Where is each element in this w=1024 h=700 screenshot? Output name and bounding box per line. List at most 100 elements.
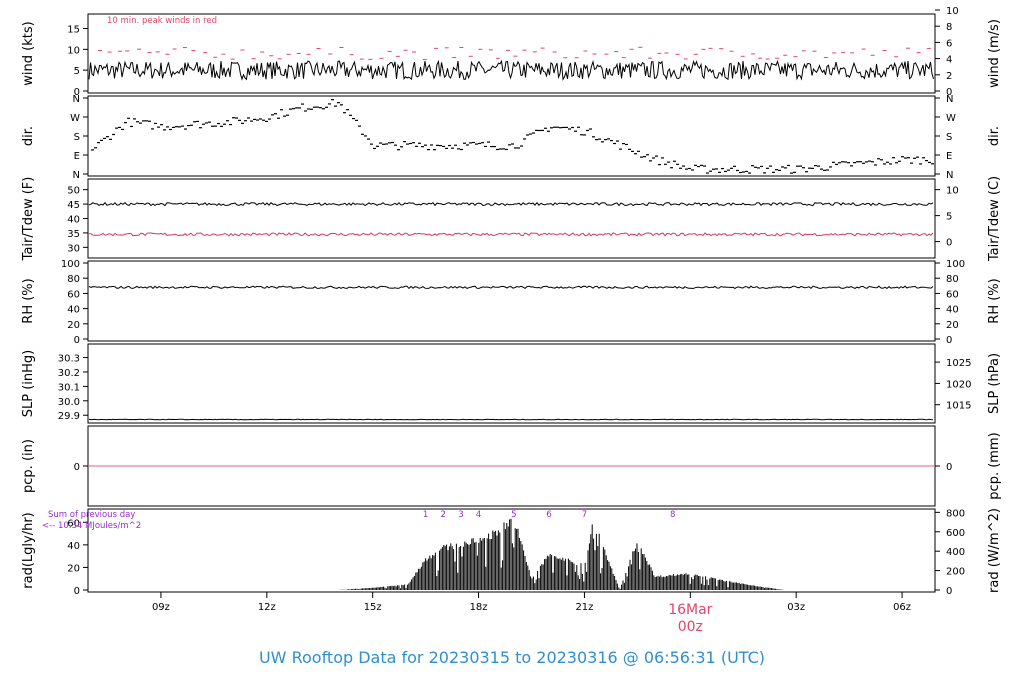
ylabel-right-rh: RH (%) bbox=[987, 278, 1002, 323]
ytick-right-label-slp: 1015 bbox=[946, 401, 971, 412]
rad-note-1: Sum of previous day bbox=[48, 510, 135, 520]
ytick-right-label-rad: 800 bbox=[946, 508, 965, 519]
xtick-label: 03z bbox=[787, 602, 805, 613]
ytick-label-rh: 20 bbox=[67, 320, 80, 331]
ytick-right-label-wind: 6 bbox=[946, 38, 952, 49]
ylabel-right-dir: dir. bbox=[987, 126, 1002, 146]
ytick-right-label-rh: 80 bbox=[946, 274, 959, 285]
ytick-right-label-dir: S bbox=[946, 132, 952, 143]
rad-number: 6 bbox=[546, 510, 551, 520]
ytick-label-temp: 50 bbox=[67, 186, 80, 197]
ytick-label-slp: 30.1 bbox=[58, 382, 80, 393]
ytick-label-temp: 45 bbox=[67, 200, 80, 211]
ytick-label-slp: 30.0 bbox=[58, 397, 80, 408]
ylabel-temp: Tair/Tdew (F) bbox=[21, 177, 36, 262]
ylabel-dir: dir. bbox=[21, 126, 36, 146]
xtick-label: 12z bbox=[258, 602, 276, 613]
rad-number: 8 bbox=[670, 510, 675, 520]
ytick-label-rad: 60 bbox=[67, 518, 80, 529]
ytick-label-dir: S bbox=[74, 132, 80, 143]
panel-frame-rh bbox=[87, 260, 936, 342]
panel-frame-dir bbox=[87, 95, 936, 177]
ytick-right-label-rh: 20 bbox=[946, 320, 959, 331]
ytick-label-rh: 80 bbox=[67, 274, 80, 285]
rh-line bbox=[88, 285, 934, 290]
ytick-right-label-wind: 2 bbox=[946, 71, 952, 82]
ytick-label-slp: 29.9 bbox=[58, 411, 80, 422]
ytick-right-label-dir: N bbox=[946, 94, 953, 105]
xtick-label: 15z bbox=[364, 602, 382, 613]
ytick-label-temp: 30 bbox=[67, 243, 80, 254]
ytick-label-rad: 20 bbox=[67, 563, 80, 574]
tair-line bbox=[88, 201, 934, 207]
ytick-label-temp: 40 bbox=[67, 215, 80, 226]
ylabel-slp: SLP (inHg) bbox=[21, 350, 36, 418]
rad-number: 1 bbox=[423, 510, 428, 520]
xtick-label: 18z bbox=[470, 602, 488, 613]
ylabel-right-temp: Tair/Tdew (C) bbox=[987, 176, 1002, 262]
ytick-right-label-rad: 200 bbox=[946, 567, 965, 578]
ytick-label-slp: 30.2 bbox=[58, 368, 80, 379]
ytick-right-label-slp: 1025 bbox=[946, 358, 971, 369]
xtick-label: 06z bbox=[893, 602, 911, 613]
ylabel-right-rad: rad (W/m^2) bbox=[987, 508, 1002, 593]
ylabel-pcp: pcp. (in) bbox=[21, 439, 36, 493]
ylabel-right-wind: wind (m/s) bbox=[987, 19, 1002, 88]
rad-number: 4 bbox=[476, 510, 481, 520]
ytick-label-rad: 0 bbox=[74, 586, 80, 597]
ytick-right-label-wind: 0 bbox=[946, 87, 952, 98]
ytick-label-wind: 0 bbox=[74, 87, 80, 98]
ytick-right-label-rh: 60 bbox=[946, 289, 959, 300]
rad-number: 2 bbox=[441, 510, 446, 520]
ytick-right-label-rad: 0 bbox=[946, 586, 952, 597]
ytick-right-label-temp: 5 bbox=[946, 212, 952, 223]
ylabel-wind: wind (kts) bbox=[21, 21, 36, 85]
xtick-label: 21z bbox=[575, 602, 593, 613]
ytick-label-rh: 100 bbox=[61, 259, 80, 270]
ytick-label-dir: N bbox=[73, 170, 80, 181]
footer-title: UW Rooftop Data for 20230315 to 20230316… bbox=[258, 648, 766, 667]
ytick-right-label-temp: 0 bbox=[946, 238, 952, 249]
ytick-right-label-rad: 600 bbox=[946, 528, 965, 539]
panel-frame-temp bbox=[87, 178, 936, 259]
ytick-right-label-rad: 400 bbox=[946, 547, 965, 558]
tdew-line bbox=[89, 232, 934, 237]
xtick-label: 09z bbox=[152, 602, 170, 613]
panel-frame-slp bbox=[87, 343, 936, 424]
ytick-label-dir: W bbox=[70, 113, 80, 124]
ytick-right-label-rh: 100 bbox=[946, 259, 965, 270]
ytick-label-wind: 10 bbox=[67, 45, 80, 56]
ytick-right-label-slp: 1020 bbox=[946, 379, 971, 390]
ytick-label-rad: 40 bbox=[67, 541, 80, 552]
slp-line bbox=[88, 418, 934, 421]
ytick-right-label-rh: 40 bbox=[946, 305, 959, 316]
ylabel-right-slp: SLP (hPa) bbox=[987, 353, 1002, 414]
ytick-label-dir: N bbox=[73, 94, 80, 105]
panel-frame-wind bbox=[87, 13, 936, 94]
ytick-label-wind: 5 bbox=[74, 66, 80, 77]
ylabel-rad: rad(Lgly/hr) bbox=[21, 512, 36, 588]
rad-number: 3 bbox=[458, 510, 463, 520]
ytick-label-rh: 40 bbox=[67, 305, 80, 316]
ylabel-right-pcp: pcp. (mm) bbox=[987, 432, 1002, 499]
ytick-right-label-wind: 8 bbox=[946, 22, 952, 33]
ytick-right-label-temp: 10 bbox=[946, 186, 959, 197]
ytick-right-label-wind: 10 bbox=[946, 6, 959, 17]
rad-number: 7 bbox=[582, 510, 587, 520]
ytick-label-rh: 60 bbox=[67, 289, 80, 300]
ytick-label-rh: 0 bbox=[74, 335, 80, 346]
ytick-label-temp: 35 bbox=[67, 229, 80, 240]
panel-frame-rad bbox=[87, 508, 936, 593]
ytick-right-label-rh: 0 bbox=[946, 335, 952, 346]
ytick-label-pcp: 0 bbox=[74, 462, 80, 473]
ytick-label-slp: 30.3 bbox=[58, 354, 80, 365]
wind-line bbox=[88, 59, 934, 81]
ylabel-rh: RH (%) bbox=[21, 278, 36, 323]
ytick-right-label-dir: W bbox=[946, 113, 956, 124]
ytick-right-label-dir: E bbox=[946, 151, 952, 162]
ytick-label-wind: 15 bbox=[67, 25, 80, 36]
date-sublabel: 00z bbox=[678, 619, 703, 635]
ytick-right-label-dir: N bbox=[946, 170, 953, 181]
ytick-right-label-wind: 4 bbox=[946, 55, 952, 66]
